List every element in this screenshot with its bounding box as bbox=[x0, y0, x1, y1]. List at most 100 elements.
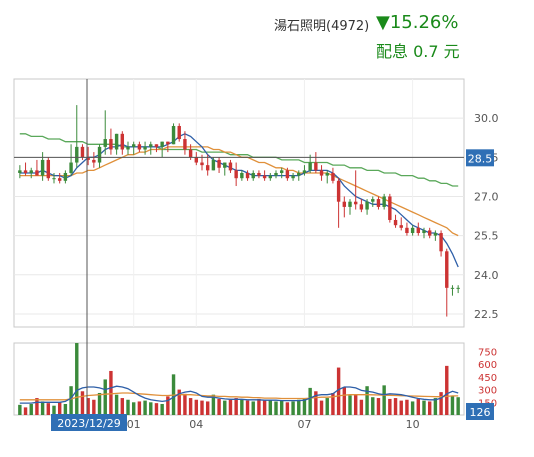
candle-body[interactable] bbox=[160, 141, 164, 147]
candle-body[interactable] bbox=[40, 159, 45, 176]
candle-body[interactable] bbox=[137, 144, 142, 150]
volume-bar[interactable] bbox=[234, 398, 238, 415]
volume-bar[interactable] bbox=[297, 399, 301, 415]
volume-bar[interactable] bbox=[342, 387, 347, 415]
volume-bar[interactable] bbox=[319, 400, 324, 415]
candle-body[interactable] bbox=[331, 172, 335, 181]
volume-bar[interactable] bbox=[376, 398, 381, 415]
volume-bar[interactable] bbox=[382, 385, 386, 415]
volume-bar[interactable] bbox=[331, 392, 335, 415]
volume-bar[interactable] bbox=[348, 395, 352, 415]
volume-bar[interactable] bbox=[325, 398, 329, 415]
volume-bar[interactable] bbox=[52, 405, 56, 415]
candle-body[interactable] bbox=[433, 233, 438, 236]
candle-body[interactable] bbox=[405, 227, 409, 234]
candle-body[interactable] bbox=[308, 162, 312, 171]
candle-body[interactable] bbox=[365, 201, 369, 210]
candle-body[interactable] bbox=[63, 172, 68, 181]
candle-body[interactable] bbox=[109, 139, 113, 150]
volume-bar[interactable] bbox=[251, 401, 255, 415]
volume-bars[interactable] bbox=[18, 343, 460, 415]
candle-body[interactable] bbox=[35, 170, 39, 176]
volume-bar[interactable] bbox=[393, 398, 398, 415]
candle-body[interactable] bbox=[348, 201, 352, 207]
volume-bar[interactable] bbox=[450, 396, 455, 415]
candle-body[interactable] bbox=[97, 146, 102, 163]
volume-bar[interactable] bbox=[268, 399, 273, 415]
volume-bar[interactable] bbox=[143, 400, 147, 415]
volume-bar[interactable] bbox=[291, 401, 295, 415]
volume-bar[interactable] bbox=[149, 402, 153, 415]
volume-bar[interactable] bbox=[114, 394, 119, 415]
volume-bar[interactable] bbox=[439, 392, 443, 415]
candle-body[interactable] bbox=[183, 139, 187, 150]
volume-bar[interactable] bbox=[353, 394, 358, 415]
volume-bar[interactable] bbox=[359, 399, 364, 415]
volume-bar[interactable] bbox=[223, 400, 227, 415]
volume-bar[interactable] bbox=[103, 379, 107, 415]
candle-body[interactable] bbox=[120, 133, 125, 150]
volume-bar[interactable] bbox=[240, 399, 244, 415]
volume-bar[interactable] bbox=[228, 399, 233, 415]
volume-bar[interactable] bbox=[279, 400, 284, 415]
candle-body[interactable] bbox=[234, 170, 238, 179]
volume-bar[interactable] bbox=[445, 365, 449, 415]
volume-bar[interactable] bbox=[274, 401, 278, 415]
candle-body[interactable] bbox=[319, 170, 324, 176]
volume-bar[interactable] bbox=[336, 367, 341, 415]
volume-bar[interactable] bbox=[433, 398, 438, 415]
candle-body[interactable] bbox=[382, 196, 386, 207]
volume-bar[interactable] bbox=[211, 394, 216, 415]
volume-bar[interactable] bbox=[422, 400, 426, 415]
candle-body[interactable] bbox=[29, 170, 33, 173]
volume-bar[interactable] bbox=[46, 403, 51, 415]
candle-body[interactable] bbox=[171, 125, 176, 145]
volume-bar[interactable] bbox=[97, 392, 102, 415]
volume-bar[interactable] bbox=[29, 403, 33, 415]
candle-body[interactable] bbox=[69, 162, 73, 173]
volume-bar[interactable] bbox=[160, 403, 164, 415]
candle-body[interactable] bbox=[257, 172, 261, 176]
candle-body[interactable] bbox=[439, 233, 443, 252]
volume-bar[interactable] bbox=[371, 397, 375, 415]
volume-bar[interactable] bbox=[285, 402, 290, 415]
volume-bar[interactable] bbox=[35, 398, 39, 415]
candlesticks[interactable] bbox=[18, 105, 460, 317]
candle-body[interactable] bbox=[450, 287, 455, 289]
volume-bar[interactable] bbox=[126, 399, 130, 415]
candle-body[interactable] bbox=[240, 172, 244, 179]
volume-bar[interactable] bbox=[365, 386, 369, 415]
volume-bar[interactable] bbox=[427, 401, 432, 415]
volume-bar[interactable] bbox=[205, 401, 210, 415]
candle-body[interactable] bbox=[302, 170, 307, 173]
candle-body[interactable] bbox=[445, 251, 449, 288]
volume-bar[interactable] bbox=[388, 398, 392, 415]
volume-bar[interactable] bbox=[183, 393, 187, 415]
volume-bar[interactable] bbox=[57, 402, 62, 415]
volume-bar[interactable] bbox=[177, 389, 181, 415]
volume-bar[interactable] bbox=[200, 400, 204, 415]
volume-bar[interactable] bbox=[302, 398, 307, 415]
candle-body[interactable] bbox=[18, 170, 22, 173]
candle-body[interactable] bbox=[75, 146, 79, 163]
volume-bar[interactable] bbox=[18, 404, 22, 415]
volume-bar[interactable] bbox=[314, 391, 318, 415]
candle-body[interactable] bbox=[388, 196, 392, 220]
candle-body[interactable] bbox=[251, 172, 255, 179]
candle-body[interactable] bbox=[353, 201, 358, 205]
candle-body[interactable] bbox=[52, 178, 56, 180]
volume-bar[interactable] bbox=[154, 403, 159, 415]
candle-body[interactable] bbox=[80, 146, 85, 158]
candle-body[interactable] bbox=[427, 230, 432, 236]
candle-body[interactable] bbox=[57, 178, 62, 181]
volume-bar[interactable] bbox=[262, 400, 267, 415]
candle-body[interactable] bbox=[131, 144, 136, 147]
volume-bar[interactable] bbox=[137, 401, 142, 415]
volume-bar[interactable] bbox=[166, 396, 170, 415]
candle-body[interactable] bbox=[188, 149, 193, 158]
candle-body[interactable] bbox=[228, 162, 233, 171]
volume-bar[interactable] bbox=[405, 399, 409, 415]
candle-body[interactable] bbox=[177, 125, 181, 140]
volume-bar[interactable] bbox=[86, 398, 90, 415]
